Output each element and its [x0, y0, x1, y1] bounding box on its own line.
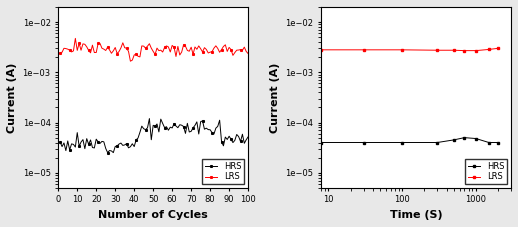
- X-axis label: Number of Cycles: Number of Cycles: [98, 210, 208, 220]
- Legend: HRS, LRS: HRS, LRS: [203, 159, 244, 184]
- Y-axis label: Current (A): Current (A): [270, 62, 280, 133]
- Legend: HRS, LRS: HRS, LRS: [465, 159, 507, 184]
- X-axis label: Time (S): Time (S): [390, 210, 442, 220]
- Y-axis label: Current (A): Current (A): [7, 62, 17, 133]
